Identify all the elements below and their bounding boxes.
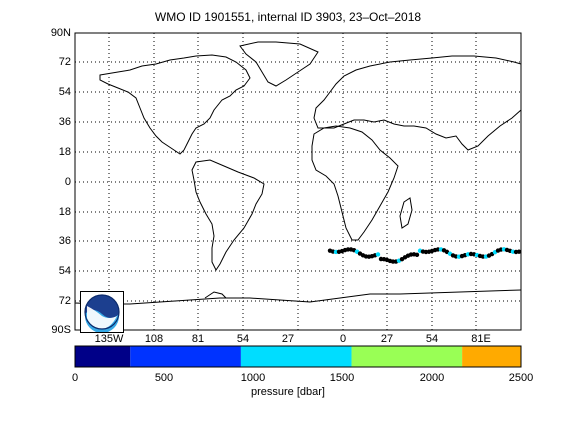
- colorbar-tick-1000: 1000: [240, 372, 266, 384]
- eurasia-coast: [313, 55, 522, 151]
- colorbar-segment: [75, 346, 131, 367]
- lat-label-18s: 18: [58, 206, 71, 218]
- noaa-emblem-icon: [84, 294, 120, 333]
- map-title: WMO ID 1901551, internal ID 3903, 23–Oct…: [154, 10, 422, 24]
- colorbar-label: pressure [dbar]: [251, 386, 325, 398]
- lat-label-72s: 72: [58, 295, 71, 307]
- lat-label-90s: 90S: [51, 324, 71, 336]
- lat-label-18n: 18: [58, 146, 71, 158]
- colorbar-segment: [240, 346, 352, 367]
- colorbar-tick-2500: 2500: [508, 372, 534, 384]
- colorbar-tick-500: 500: [154, 372, 174, 384]
- lat-label-36n: 36: [58, 116, 71, 128]
- lon-label-54w: 54: [236, 333, 250, 345]
- lon-label-81e: 81E: [471, 333, 491, 345]
- lon-label-54e: 54: [425, 333, 439, 345]
- float-trajectory: [327, 247, 522, 264]
- pressure-colorbar: [75, 346, 521, 367]
- north-america-coast: [99, 54, 251, 155]
- colorbar-segment: [462, 346, 521, 367]
- lat-label-90n: 90N: [50, 27, 71, 39]
- africa-coast: [311, 125, 399, 241]
- lon-label-0: 0: [339, 333, 347, 345]
- lon-label-27w: 27: [281, 333, 295, 345]
- lat-label-54s: 54: [58, 265, 71, 277]
- south-america-coast: [191, 159, 265, 271]
- trajectory-point: [516, 249, 522, 254]
- lon-label-108w: 108: [144, 333, 164, 345]
- trajectory-point: [375, 252, 381, 257]
- coastlines: [74, 41, 522, 305]
- colorbar-segment: [351, 346, 463, 367]
- lat-label-72n: 72: [58, 56, 71, 68]
- colorbar-frame: [74, 345, 522, 368]
- colorbar-tick-2000: 2000: [419, 372, 445, 384]
- lon-label-81w: 81: [191, 333, 205, 345]
- trajectory-point: [414, 252, 420, 258]
- greenland-coast: [239, 41, 319, 87]
- graticule: [75, 33, 521, 330]
- noaa-logo: [80, 291, 124, 333]
- lat-label-54n: 54: [58, 86, 71, 98]
- lon-label-135w: 135W: [94, 333, 124, 345]
- antarctic-peninsula-coast: [204, 291, 227, 299]
- colorbar-tick-1500: 1500: [329, 372, 355, 384]
- lat-label-0: 0: [64, 176, 71, 188]
- antarctica-coast: [74, 289, 522, 305]
- lon-label-27e: 27: [380, 333, 394, 345]
- lat-label-36s: 36: [58, 235, 71, 247]
- colorbar-segment: [130, 346, 241, 367]
- colorbar-tick-0: 0: [71, 372, 79, 384]
- madagascar-coast: [399, 197, 413, 229]
